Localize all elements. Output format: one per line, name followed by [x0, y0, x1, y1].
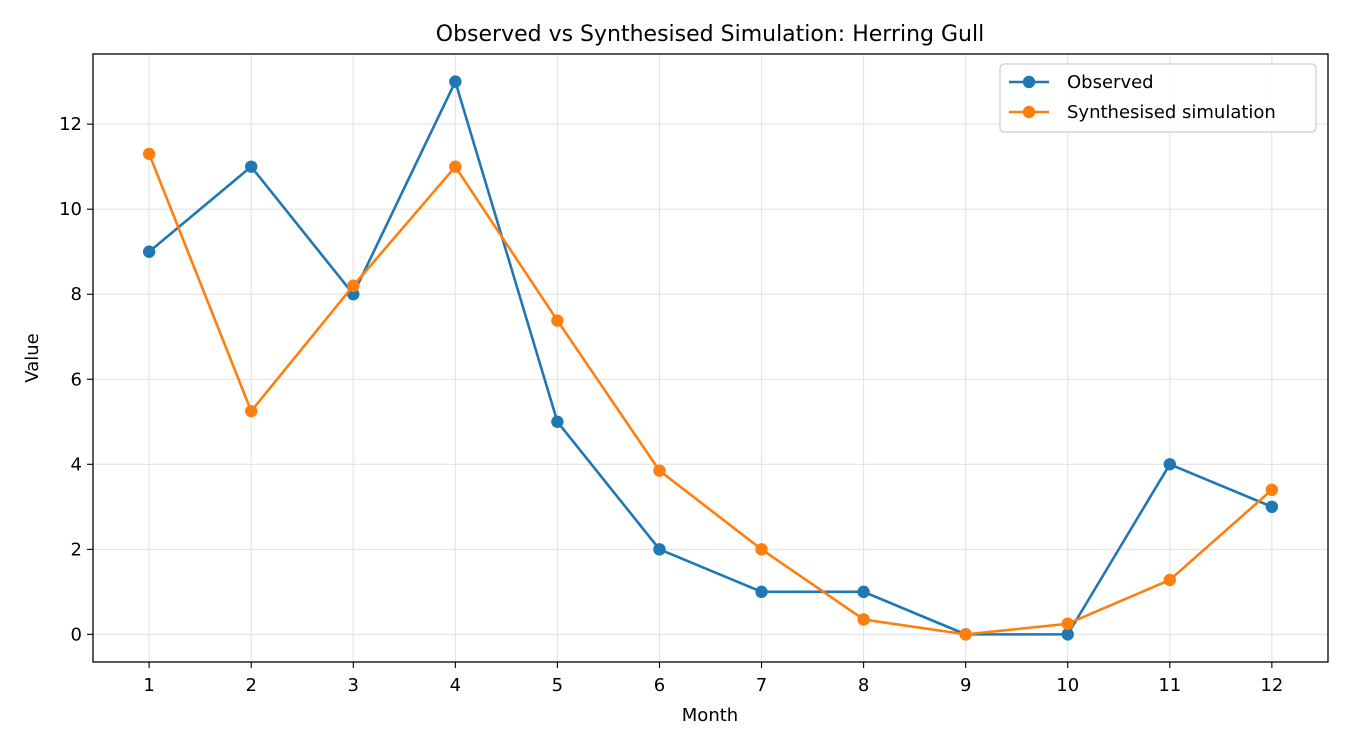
- data-point: [245, 160, 258, 173]
- plot-frame: [92, 53, 1329, 663]
- data-point: [245, 404, 258, 418]
- data-point: [449, 75, 462, 88]
- x-axis-ticks: 1 2 3 4 5 6 7 8 9 10 11 12: [143, 662, 1283, 696]
- data-point: [551, 415, 564, 428]
- x-tick-label: 11: [1158, 675, 1181, 696]
- x-tick-label: 5: [552, 675, 563, 696]
- legend-item: Synthesised simulation: [1009, 102, 1276, 123]
- x-tick-label: 7: [756, 675, 767, 696]
- x-tick-label: 3: [348, 675, 359, 696]
- x-axis-label: Month: [682, 705, 738, 726]
- legend-label: Synthesised simulation: [1067, 102, 1276, 123]
- y-tick-label: 12: [59, 114, 82, 135]
- y-tick-label: 0: [71, 624, 82, 645]
- data-point: [653, 464, 666, 477]
- data-point: [1061, 628, 1074, 641]
- series-observed: [142, 75, 1279, 641]
- series-layer: [142, 75, 1279, 641]
- legend-item: Observed: [1009, 72, 1154, 93]
- x-tick-label: 9: [960, 675, 971, 696]
- legend-box: [999, 63, 1317, 133]
- data-point: [142, 147, 156, 161]
- legend-label: Observed: [1067, 72, 1154, 93]
- data-point: [755, 543, 768, 556]
- y-tick-label: 2: [71, 539, 82, 560]
- data-point: [857, 613, 870, 626]
- data-point: [1061, 617, 1074, 630]
- data-point: [1265, 500, 1279, 514]
- y-tick-label: 6: [71, 369, 82, 390]
- data-point: [959, 628, 972, 641]
- y-axis-label: Value: [22, 333, 43, 382]
- y-tick-label: 8: [71, 284, 82, 305]
- x-tick-label: 10: [1056, 675, 1079, 696]
- x-tick-label: 2: [245, 675, 256, 696]
- series-synthesised-simulation: [142, 147, 1279, 641]
- legend-marker: [1022, 105, 1036, 119]
- series-line: [148, 80, 1273, 636]
- x-tick-label: 8: [858, 675, 869, 696]
- data-point: [449, 160, 462, 173]
- data-point: [755, 585, 768, 599]
- x-tick-label: 1: [143, 675, 154, 696]
- x-tick-label: 6: [654, 675, 665, 696]
- y-tick-label: 10: [59, 199, 82, 220]
- data-point: [1163, 573, 1176, 587]
- data-point: [857, 585, 870, 599]
- data-point: [1265, 483, 1279, 497]
- y-tick-label: 4: [71, 454, 82, 475]
- legend-marker: [1022, 75, 1036, 89]
- x-tick-label: 12: [1260, 675, 1283, 696]
- series-line: [147, 153, 1273, 636]
- data-point: [1163, 458, 1176, 471]
- data-point: [347, 279, 360, 292]
- data-point: [551, 314, 564, 327]
- legend: Observed Synthesised simulation: [999, 63, 1317, 133]
- data-point: [142, 245, 156, 258]
- y-axis-ticks: 0 2 4 6 8 10 12: [59, 114, 93, 645]
- data-point: [653, 543, 666, 556]
- x-tick-label: 4: [450, 675, 461, 696]
- chart-title: Observed vs Synthesised Simulation: Herr…: [436, 22, 984, 47]
- grid: [93, 54, 1328, 662]
